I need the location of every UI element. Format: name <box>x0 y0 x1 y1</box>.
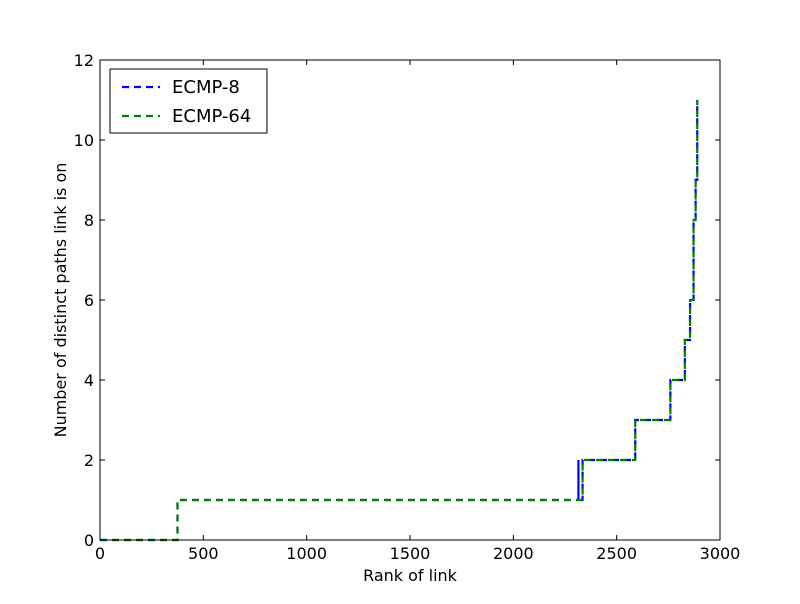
legend-box <box>109 68 268 134</box>
series-line-ecmp-8 <box>100 100 699 542</box>
ticks-layer: 0 500 1000 1500 2000 2500 3000 0 2 4 6 8 10 12 <box>74 51 741 563</box>
x-tick-label: 2500 <box>596 544 637 563</box>
x-tick-label: 1500 <box>390 544 431 563</box>
x-tick-label: 3000 <box>700 544 741 563</box>
x-tick-label: 2000 <box>493 544 534 563</box>
y-tick-label: 6 <box>84 291 94 310</box>
legend: ECMP-8 ECMP-64 <box>109 68 268 134</box>
y-axis-label: Number of distinct paths link is on <box>51 163 70 438</box>
y-tick-label: 0 <box>84 531 94 550</box>
y-tick-label: 8 <box>84 211 94 230</box>
y-tick-label: 2 <box>84 451 94 470</box>
x-tick-label: 1000 <box>286 544 327 563</box>
legend-label-ecmp-8: ECMP-8 <box>172 77 240 98</box>
plot-frame <box>99 59 721 541</box>
y-tick-label: 10 <box>74 131 94 150</box>
y-tick-label: 12 <box>74 51 94 70</box>
x-tick-label: 500 <box>188 544 219 563</box>
series-layer <box>100 100 699 542</box>
y-tick-label: 4 <box>84 371 94 390</box>
x-tick-label: 0 <box>95 544 105 563</box>
x-axis-label: Rank of link <box>363 566 458 585</box>
legend-label-ecmp-64: ECMP-64 <box>172 106 251 127</box>
series-line-ecmp-64 <box>100 100 699 542</box>
